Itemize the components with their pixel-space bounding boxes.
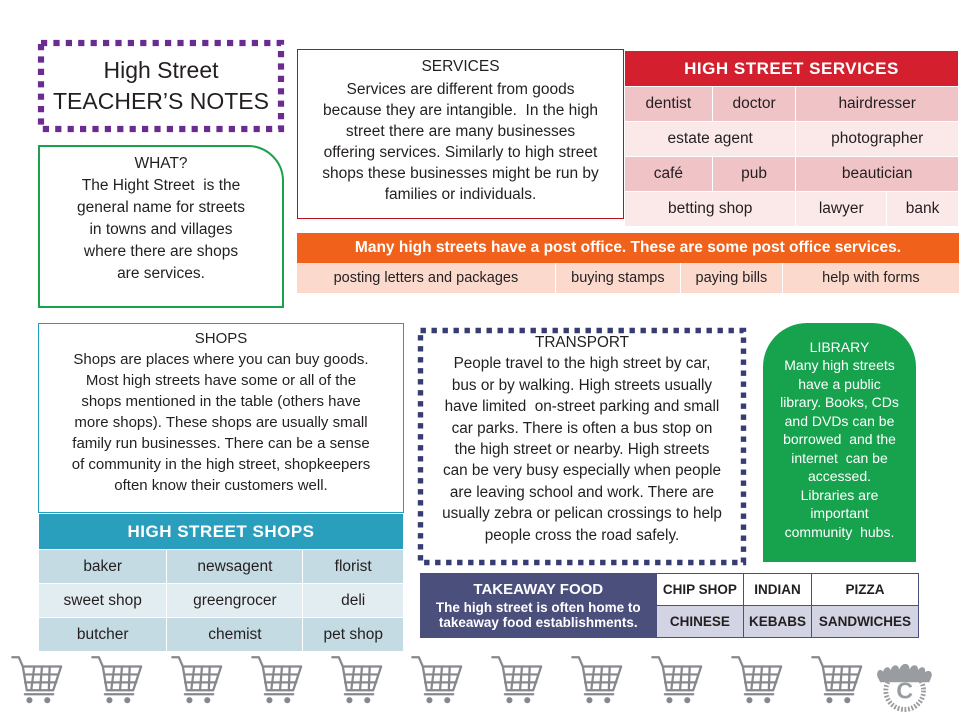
svg-text:C: C (896, 677, 913, 703)
